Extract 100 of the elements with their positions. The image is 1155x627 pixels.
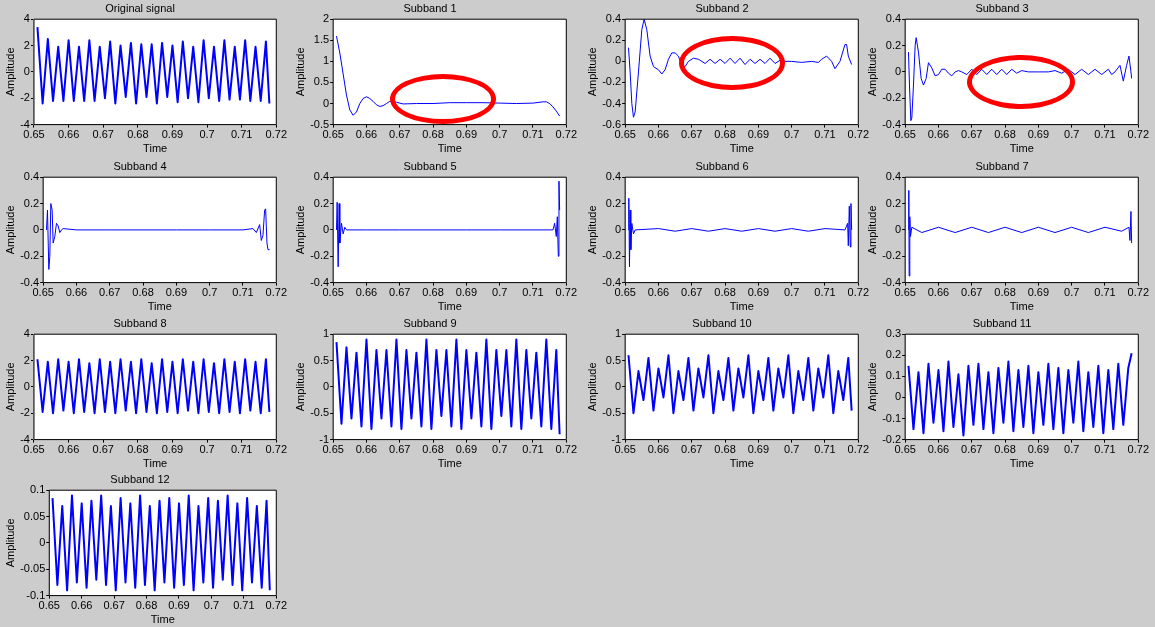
x-tick-label: 0.7 <box>199 443 215 456</box>
x-tick-label: 0.66 <box>647 128 670 141</box>
y-tick-label: 0.4 <box>313 170 330 183</box>
x-tick-label: 0.68 <box>994 286 1016 299</box>
x-tick-label: 0.68 <box>714 443 736 456</box>
y-tick-label: 0 <box>323 222 330 235</box>
x-tick-label: 0.67 <box>103 599 125 612</box>
x-tick-label: 0.72 <box>555 443 578 456</box>
x-tick-label: 0.65 <box>894 128 916 141</box>
x-tick-label: 0.71 <box>233 599 255 612</box>
y-axis-title: Amplitude <box>3 362 16 412</box>
y-axis-title: Amplitude <box>585 362 598 412</box>
y-axis-title: Amplitude <box>3 518 16 568</box>
x-tick-label: 0.67 <box>961 128 983 141</box>
x-tick-label: 0.68 <box>422 128 444 141</box>
y-tick-label: -0.6 <box>602 117 622 130</box>
x-tick-label: 0.65 <box>322 128 344 141</box>
x-tick-label: 0.68 <box>714 128 736 141</box>
chart-title: Subband 12 <box>110 472 170 485</box>
y-tick-label: 2 <box>23 38 30 51</box>
x-tick-label: 0.67 <box>389 443 411 456</box>
x-tick-label: 0.66 <box>927 443 950 456</box>
x-tick-label: 0.67 <box>961 286 983 299</box>
y-tick-label: -2 <box>20 406 30 419</box>
x-tick-label: 0.66 <box>57 128 80 141</box>
x-tick-label: 0.69 <box>455 128 478 141</box>
y-tick-label: 0.2 <box>23 196 40 209</box>
x-tick-label: 0.66 <box>355 128 378 141</box>
x-axis-title: Time <box>1009 142 1034 155</box>
x-tick-label: 0.71 <box>1094 286 1116 299</box>
y-tick-label: -1 <box>611 432 622 445</box>
y-tick-label: 4 <box>23 12 30 25</box>
y-tick-label: -0.5 <box>310 406 330 419</box>
y-axis-title: Amplitude <box>3 47 16 97</box>
y-tick-label: 2 <box>23 353 30 366</box>
y-tick-label: -0.4 <box>20 275 40 288</box>
y-tick-label: 2 <box>323 12 330 25</box>
y-tick-label: 1 <box>323 54 330 67</box>
y-axis-title: Amplitude <box>293 362 306 412</box>
x-tick-label: 0.65 <box>322 443 344 456</box>
y-tick-label: 0.2 <box>313 196 330 209</box>
y-tick-label: 0.3 <box>885 327 902 340</box>
y-tick-label: -0.4 <box>602 96 622 109</box>
x-tick-label: 0.7 <box>492 128 508 141</box>
y-tick-label: -0.2 <box>602 75 622 88</box>
y-tick-label: -0.2 <box>882 432 902 445</box>
x-tick-label: 0.68 <box>127 128 149 141</box>
y-tick-label: -4 <box>20 432 30 445</box>
x-tick-label: 0.7 <box>784 443 800 456</box>
x-tick-label: 0.72 <box>847 443 870 456</box>
x-tick-label: 0.71 <box>232 286 254 299</box>
x-tick-label: 0.65 <box>32 286 54 299</box>
y-tick-label: 0.1 <box>29 483 46 496</box>
x-tick-label: 0.67 <box>389 286 411 299</box>
x-tick-label: 0.67 <box>681 128 703 141</box>
y-tick-label: -0.1 <box>26 588 46 601</box>
y-tick-label: -0.2 <box>20 249 40 262</box>
x-tick-label: 0.71 <box>230 443 253 456</box>
x-tick-label: 0.72 <box>847 128 870 141</box>
x-tick-label: 0.67 <box>92 443 114 456</box>
y-axis-title: Amplitude <box>585 47 598 97</box>
x-tick-label: 0.66 <box>355 286 378 299</box>
x-tick-label: 0.7 <box>784 128 800 141</box>
x-tick-label: 0.7 <box>199 128 215 141</box>
y-tick-label: 0.4 <box>885 12 902 25</box>
x-tick-label: 0.71 <box>814 128 836 141</box>
x-tick-label: 0.67 <box>961 443 983 456</box>
y-tick-label: 0.2 <box>885 196 902 209</box>
y-tick-label: 0 <box>323 379 330 392</box>
y-tick-label: 0 <box>23 64 30 77</box>
x-tick-label: 0.68 <box>135 599 158 612</box>
x-tick-label: 0.65 <box>894 286 916 299</box>
y-tick-label: 0.5 <box>313 75 330 88</box>
x-tick-label: 0.72 <box>265 286 288 299</box>
x-tick-label: 0.72 <box>1127 443 1150 456</box>
x-tick-label: 0.7 <box>1064 286 1080 299</box>
x-tick-label: 0.69 <box>168 599 190 612</box>
x-tick-label: 0.71 <box>230 128 253 141</box>
y-tick-label: -0.2 <box>602 249 622 262</box>
x-tick-label: 0.72 <box>555 128 578 141</box>
x-tick-label: 0.69 <box>161 128 184 141</box>
x-tick-label: 0.7 <box>202 286 218 299</box>
y-axis-title: Amplitude <box>293 47 306 97</box>
x-tick-label: 0.7 <box>492 443 508 456</box>
x-tick-label: 0.65 <box>38 599 60 612</box>
y-tick-label: 1 <box>615 327 622 340</box>
y-tick-label: -0.4 <box>310 275 330 288</box>
y-tick-label: 1.5 <box>313 33 330 46</box>
y-tick-label: -0.4 <box>882 275 902 288</box>
x-tick-label: 0.7 <box>1064 443 1080 456</box>
y-axis-title: Amplitude <box>293 205 306 255</box>
x-axis-title: Time <box>437 300 462 313</box>
x-tick-label: 0.7 <box>492 286 508 299</box>
x-tick-label: 0.66 <box>65 286 88 299</box>
x-tick-label: 0.71 <box>814 443 836 456</box>
x-tick-label: 0.71 <box>522 128 544 141</box>
x-tick-label: 0.71 <box>522 286 544 299</box>
x-tick-label: 0.72 <box>265 599 288 612</box>
x-axis-title: Time <box>143 142 168 155</box>
x-axis-title: Time <box>150 613 175 626</box>
